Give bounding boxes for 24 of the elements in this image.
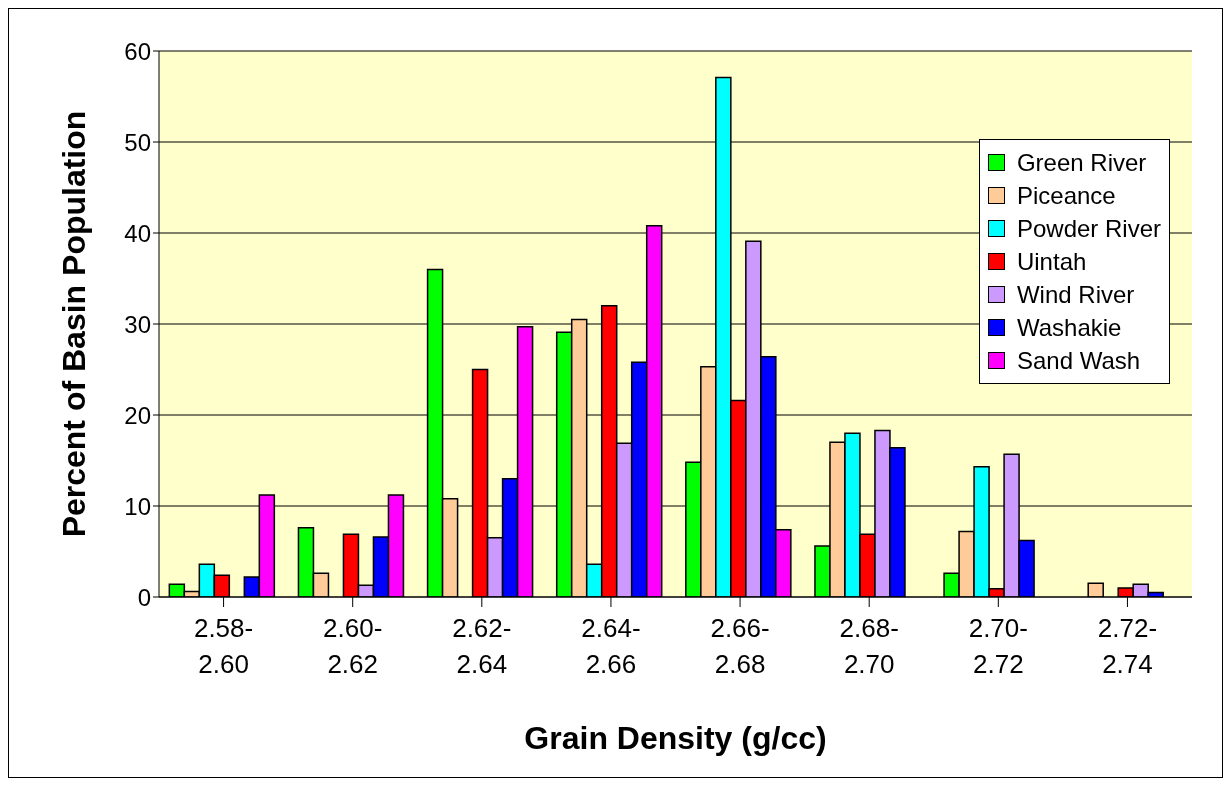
y-tick-label: 30 [124, 310, 151, 338]
x-tick-label: 2.68-2.70 [839, 613, 899, 679]
x-tick-label: 2.72-2.74 [1097, 613, 1158, 679]
y-axis-title: Percent of Basin Population [56, 110, 93, 538]
legend-label: Washakie [1016, 313, 1122, 342]
legend-label: Sand Wash [1016, 346, 1141, 375]
y-tick-label: 40 [124, 219, 151, 247]
x-tick-label: 2.70-2.72 [968, 613, 1028, 679]
x-tick-label: 2.64-2.66 [581, 613, 641, 679]
legend-label: Piceance [1016, 181, 1116, 210]
legend-label: Green River [1016, 148, 1147, 177]
legend-label: Powder River [1016, 214, 1161, 243]
legend-label: Wind River [1016, 280, 1135, 309]
y-tick-label: 10 [124, 492, 151, 520]
x-tick-label: 2.60-2.62 [323, 613, 383, 679]
legend-label: Uintah [1016, 247, 1087, 276]
y-tick-label: 60 [124, 37, 151, 65]
x-tick-label: 2.58-2.60 [193, 613, 254, 679]
y-tick-label: 0 [137, 583, 151, 611]
y-tick-label: 20 [124, 401, 151, 429]
x-tick-label: 2.66-2.68 [710, 613, 770, 679]
y-tick-label: 50 [124, 128, 151, 156]
x-axis-title: Grain Density (g/cc) [524, 720, 827, 756]
x-tick-label: 2.62-2.64 [452, 613, 512, 679]
